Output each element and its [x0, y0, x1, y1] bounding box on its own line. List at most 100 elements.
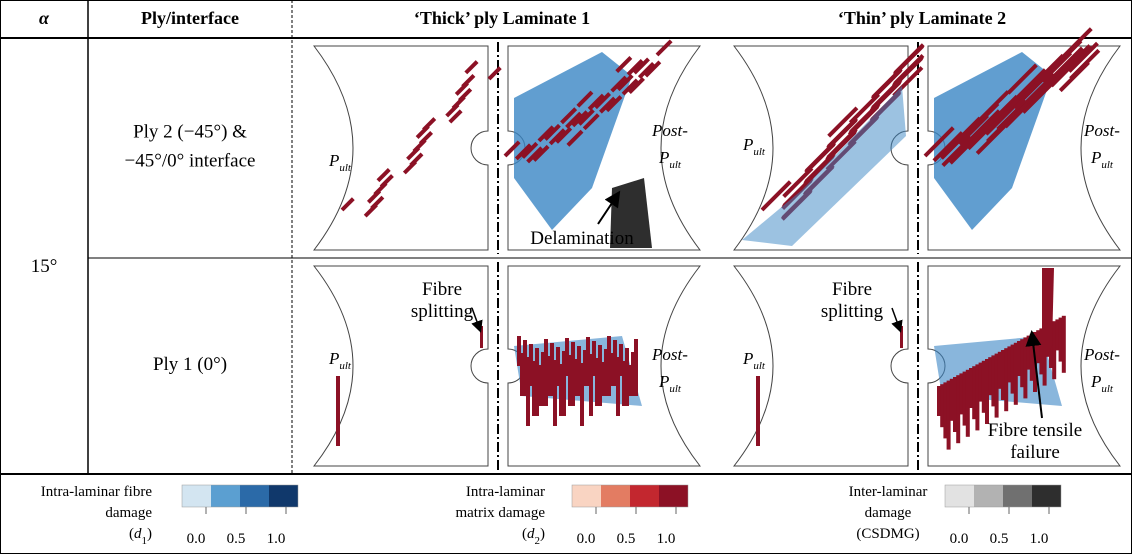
matrix-damage [756, 376, 760, 446]
damage-stripe [827, 106, 859, 138]
matrix-damage [985, 359, 989, 424]
legend-symbol: (d1) [129, 526, 152, 546]
header-ply-part: Ply/interface [141, 8, 239, 28]
damage-stripe [760, 180, 792, 212]
legend-frame [571, 484, 689, 508]
header-alpha: α [39, 8, 50, 28]
matrix-damage [1061, 315, 1066, 373]
legend-tick-label: 0.5 [227, 531, 246, 547]
load-label-part: ult [339, 162, 352, 174]
legend-symbol-part: d [527, 526, 535, 542]
damage-stripe [1052, 46, 1084, 78]
matrix-damage [1039, 328, 1044, 375]
legend-label-part: matrix damage [455, 505, 545, 521]
damage-stripe [571, 110, 589, 128]
matrix-damage [940, 384, 945, 428]
legend-frame [181, 484, 299, 508]
damage-stripe [655, 39, 673, 57]
damage-stripe [461, 73, 476, 89]
matrix-damage [1001, 350, 1005, 400]
matrix-damage [622, 361, 626, 406]
damage-stripe [514, 143, 532, 161]
damage-stripe [637, 61, 655, 79]
matrix-damage [535, 348, 539, 416]
angle: 15° [31, 256, 58, 277]
annotation: splitting [411, 301, 474, 322]
legend-label: Intra-laminar [466, 484, 545, 500]
legend-symbol-part: d [134, 526, 142, 542]
annotation: Fibre tensile [988, 420, 1082, 441]
damage-stripe [610, 75, 628, 93]
damage-stripe [1061, 27, 1093, 59]
post-label: Post- [651, 121, 688, 140]
damage-stripe [605, 95, 623, 113]
matrix-damage [1007, 346, 1012, 383]
row-label: Ply 2 (−45°) & [133, 122, 247, 143]
annotation-part: splitting [411, 301, 474, 322]
load-label: Pult [328, 349, 352, 372]
damage-stripe [996, 99, 1028, 131]
matrix-damage [628, 365, 632, 396]
post-label-part: Post- [1083, 345, 1120, 364]
damage-stripe [487, 66, 502, 81]
matrix-damage [568, 355, 572, 406]
damage-stripe [458, 87, 473, 102]
legend-symbol-part: ( [129, 526, 134, 542]
legend-tick-label: 1.0 [657, 531, 676, 547]
legend-tick-label-part: 1.0 [267, 531, 286, 547]
post-load-label: Pult [658, 148, 682, 171]
legend-symbol: (d2) [522, 526, 545, 546]
damage-stripe [923, 126, 955, 158]
row-label-part: Ply 2 (−45°) & [133, 122, 247, 143]
legend-swatch [572, 485, 601, 507]
annotation-part: Fibre tensile [988, 420, 1082, 441]
load-label-part: P [742, 135, 753, 154]
annotation-part: failure [1010, 442, 1060, 463]
matrix-damage [1052, 321, 1057, 380]
matrix-damage [988, 357, 993, 396]
matrix-damage [559, 364, 563, 416]
damage-stripe [621, 78, 639, 96]
legend-tick-label-part: 0.0 [577, 531, 596, 547]
damage-stripe [1015, 68, 1047, 100]
damage-stripe [555, 126, 573, 144]
damage-stripe [565, 111, 583, 129]
damage-stripe [582, 113, 600, 131]
arrow [1025, 330, 1043, 419]
matrix-damage [953, 377, 957, 432]
legend-label: (CSDMG) [856, 526, 919, 542]
legend-label: damage [865, 505, 912, 521]
legend-frame [944, 484, 1062, 508]
damage-stripe [1067, 41, 1099, 73]
damage-stripe [978, 90, 1010, 122]
legend-swatch [1003, 485, 1032, 507]
annotation-part: splitting [821, 301, 884, 322]
delamination [610, 178, 652, 248]
matrix-damage [598, 345, 602, 406]
matrix-damage [550, 343, 554, 396]
damage-stripe [1069, 48, 1101, 81]
matrix-damage [556, 347, 560, 386]
damage-stripe [599, 96, 617, 114]
matrix-damage [336, 376, 340, 446]
legend-tick-label-part: 0.0 [187, 531, 206, 547]
damage-stripe [379, 174, 394, 189]
annotation: Fibre [832, 279, 872, 300]
damage-stripe [969, 109, 1001, 141]
matrix-damage [523, 340, 527, 396]
matrix-damage [616, 357, 620, 416]
load-label-part: P [328, 349, 339, 368]
legend-label-part: damage [865, 505, 912, 521]
matrix-damage [529, 344, 533, 386]
legend-tick-label: 0.0 [577, 531, 596, 547]
matrix-damage [997, 351, 1002, 389]
row-label: −45°/0° interface [125, 151, 256, 172]
legend-tick-label: 0.5 [617, 531, 636, 547]
post-label-part: Post- [651, 121, 688, 140]
legend-symbol-part: 2 [535, 535, 541, 547]
damage-stripe [587, 93, 605, 111]
damage-stripe [616, 74, 634, 92]
damage-stripe [1006, 63, 1038, 95]
header-thin-part: ‘Thin’ ply Laminate 2 [838, 8, 1006, 28]
damage-stripe [644, 60, 662, 78]
